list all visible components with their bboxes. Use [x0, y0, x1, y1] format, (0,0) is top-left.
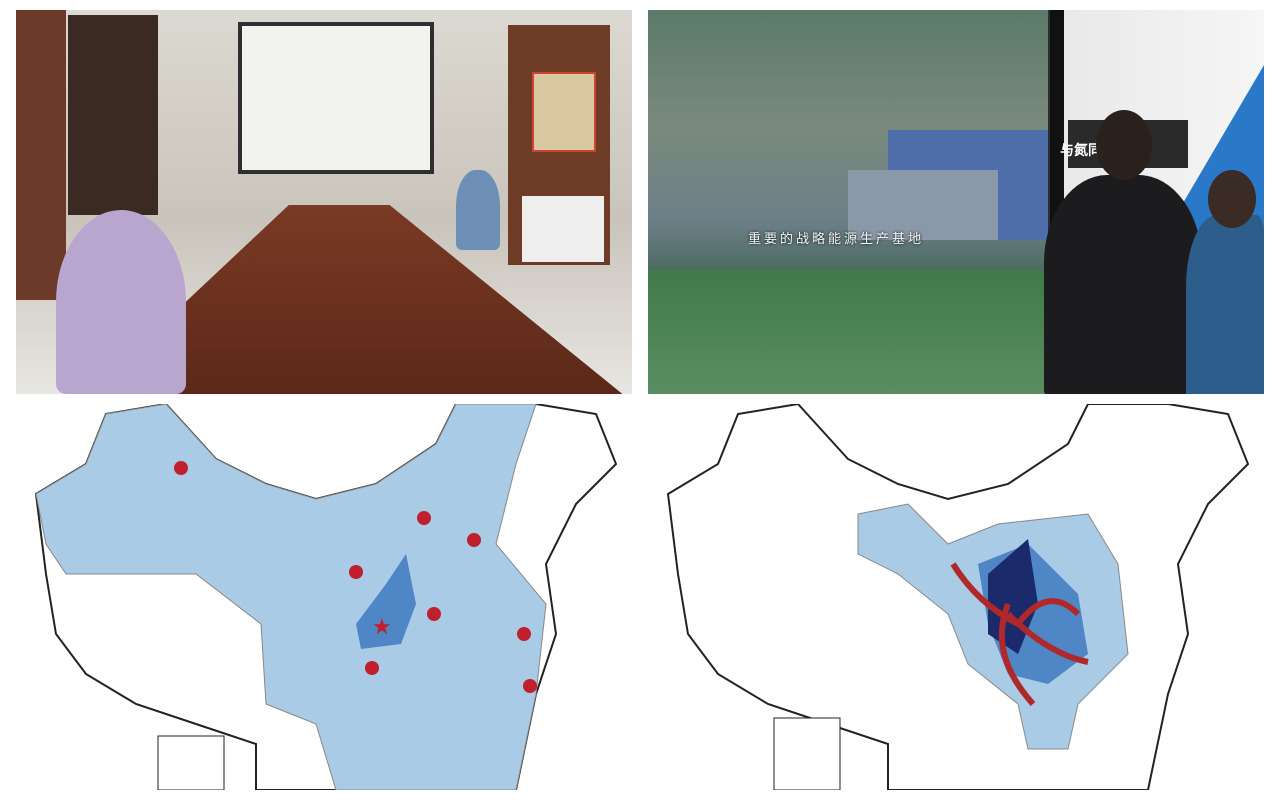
location-pin-icon: [427, 607, 441, 621]
location-pin-icon: [517, 627, 531, 641]
location-pin-icon: [523, 679, 537, 693]
arrow-icon: [1005, 611, 1089, 665]
person-seated: [456, 170, 500, 250]
cabinet: [522, 196, 604, 262]
doorway: [68, 15, 158, 215]
site-model: [648, 270, 1064, 394]
south-sea-inset: [773, 717, 841, 790]
person-seated: [56, 210, 186, 394]
projector-screen: [238, 22, 434, 174]
location-pin-icon: [467, 533, 481, 547]
exhibition-screen-photo: 重要的战略能源生产基地 与氮同: [648, 10, 1264, 394]
video-caption: 重要的战略能源生产基地: [748, 232, 925, 247]
location-markers: [174, 461, 537, 693]
core-region: [356, 554, 416, 649]
visitor-head: [1208, 170, 1256, 228]
china-map-arrows: [648, 404, 1264, 790]
presentation-slide: [242, 26, 430, 170]
highlighted-region: [35, 404, 547, 790]
flow-arrows: [950, 562, 1089, 707]
visitor-head: [1096, 110, 1152, 180]
south-sea-inset: [157, 735, 225, 790]
visitor: [1186, 215, 1264, 394]
map-svg: ★: [34, 404, 618, 790]
location-pin-icon: [349, 565, 363, 579]
wooden-door: [16, 10, 66, 300]
wall-sign: 与氮同: [1060, 143, 1102, 159]
visitor: [1044, 175, 1202, 394]
location-pin-icon: [365, 661, 379, 675]
star-marker-icon: ★: [372, 615, 392, 640]
location-pin-icon: [417, 511, 431, 525]
industrial-plant: [848, 170, 998, 240]
notice-board: [532, 72, 596, 152]
arrow-icon: [998, 602, 1036, 707]
china-map-markers: ★: [16, 404, 632, 790]
arrow-icon: [1015, 598, 1081, 626]
map-svg: [666, 404, 1250, 790]
meeting-room-photo: [16, 10, 632, 394]
location-pin-icon: [174, 461, 188, 475]
